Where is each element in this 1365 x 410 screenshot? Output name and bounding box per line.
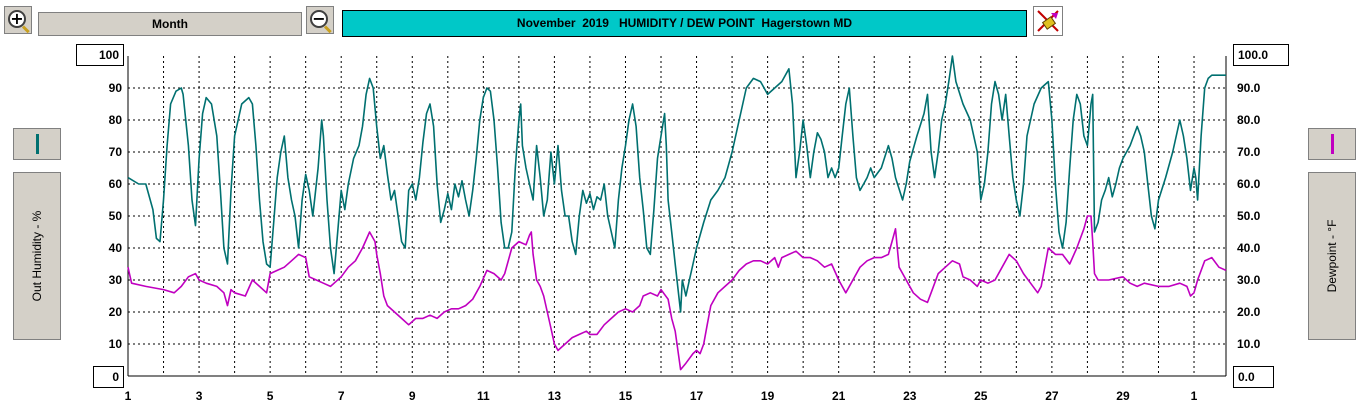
humidity-legend-swatch[interactable] bbox=[13, 128, 61, 160]
x-tick-label: 5 bbox=[267, 389, 274, 403]
zoom-out-icon: − bbox=[310, 10, 328, 28]
left-y-tick-label: 30 bbox=[109, 273, 123, 287]
right-axis-label-button[interactable]: Dewpoint - °F bbox=[1308, 172, 1356, 340]
x-tick-label: 3 bbox=[196, 389, 203, 403]
x-tick-label: 11 bbox=[477, 389, 490, 403]
x-tick-label: 7 bbox=[338, 389, 345, 403]
right-axis-top-value: 100.0 bbox=[1233, 44, 1289, 66]
right-axis-bottom-value: 0.0 bbox=[1233, 366, 1274, 388]
x-tick-label: 25 bbox=[974, 389, 988, 403]
zoom-out-button[interactable]: − bbox=[306, 6, 334, 34]
paint-tool-button[interactable] bbox=[1033, 6, 1063, 36]
left-y-tick-label: 60 bbox=[109, 177, 123, 191]
x-tick-label: 15 bbox=[619, 389, 633, 403]
right-y-tick-label: 10.0 bbox=[1237, 337, 1261, 351]
left-y-tick-label: 40 bbox=[109, 241, 123, 255]
left-axis-top-value: 100 bbox=[76, 44, 124, 66]
x-tick-label: 17 bbox=[690, 389, 704, 403]
zoom-in-icon: + bbox=[8, 10, 26, 28]
dewpoint-series-line bbox=[127, 215, 1227, 371]
x-tick-label: 23 bbox=[903, 389, 917, 403]
left-y-tick-label: 10 bbox=[109, 337, 123, 351]
x-tick-label: 19 bbox=[761, 389, 775, 403]
right-y-tick-label: 20.0 bbox=[1237, 305, 1261, 319]
x-tick-label: 27 bbox=[1045, 389, 1059, 403]
right-y-tick-label: 60.0 bbox=[1237, 177, 1261, 191]
left-axis-bottom-value: 0 bbox=[93, 366, 124, 388]
dewpoint-legend-swatch[interactable] bbox=[1308, 128, 1356, 160]
left-axis-label-button[interactable]: Out Humidity - % bbox=[13, 172, 61, 340]
period-button[interactable]: Month bbox=[38, 12, 302, 36]
right-y-tick-label: 40.0 bbox=[1237, 241, 1261, 255]
left-y-tick-label: 70 bbox=[109, 145, 123, 159]
humidity-series-line bbox=[127, 55, 1226, 313]
left-y-tick-label: 50 bbox=[109, 209, 123, 223]
dewpoint-color-bar bbox=[1331, 134, 1334, 154]
paint-tool-icon bbox=[1037, 10, 1059, 32]
left-y-tick-label: 90 bbox=[109, 81, 123, 95]
right-y-tick-label: 80.0 bbox=[1237, 113, 1261, 127]
right-y-tick-label: 50.0 bbox=[1237, 209, 1261, 223]
x-tick-label: 21 bbox=[832, 389, 846, 403]
humidity-color-bar bbox=[36, 134, 39, 154]
zoom-in-button[interactable]: + bbox=[4, 6, 32, 34]
right-y-tick-label: 90.0 bbox=[1237, 81, 1261, 95]
right-y-tick-label: 70.0 bbox=[1237, 145, 1261, 159]
x-tick-label: 1 bbox=[1191, 389, 1198, 403]
x-tick-label: 9 bbox=[409, 389, 416, 403]
x-tick-label: 13 bbox=[548, 389, 562, 403]
x-tick-label: 1 bbox=[125, 389, 132, 403]
left-y-tick-label: 20 bbox=[109, 305, 123, 319]
left-y-tick-label: 80 bbox=[109, 113, 123, 127]
right-y-tick-label: 30.0 bbox=[1237, 273, 1261, 287]
chart-title: November 2019 HUMIDITY / DEW POINT Hager… bbox=[342, 10, 1027, 37]
x-tick-label: 29 bbox=[1116, 389, 1130, 403]
